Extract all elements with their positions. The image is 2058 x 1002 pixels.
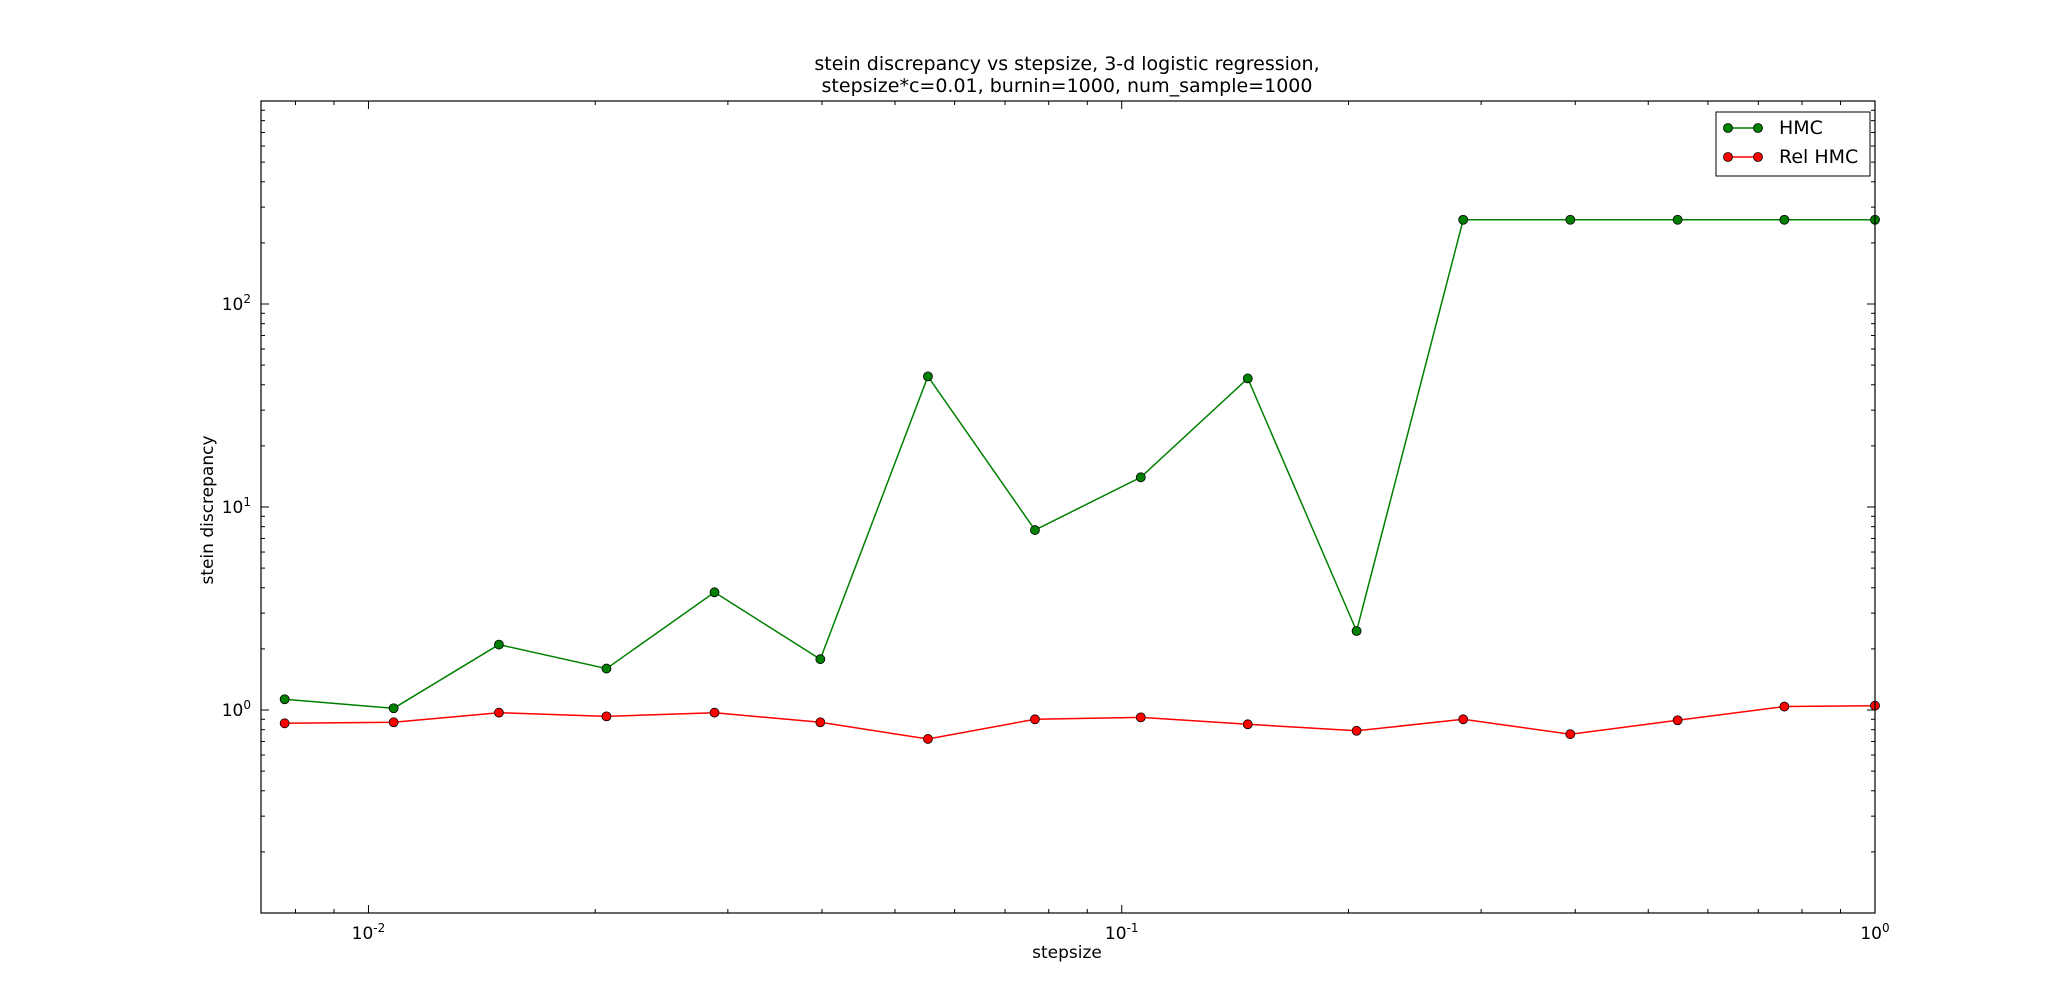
legend-marker	[1723, 152, 1733, 162]
data-point	[1779, 214, 1790, 225]
data-point	[1458, 214, 1469, 225]
data-point	[1135, 472, 1146, 483]
data-point	[279, 694, 290, 705]
data-point	[923, 734, 933, 744]
data-point	[1565, 729, 1576, 740]
legend-marker	[1753, 123, 1763, 133]
legend-box	[1715, 111, 1871, 177]
data-point	[388, 703, 399, 714]
y-tick-label: 100	[222, 698, 251, 721]
data-point	[815, 717, 826, 728]
data-point	[1351, 626, 1362, 636]
y-tick-label: 102	[222, 292, 251, 315]
x-axis-label: stepsize	[1032, 943, 1102, 963]
legend-marker	[1723, 123, 1733, 133]
data-point	[1672, 214, 1683, 225]
data-point	[1030, 714, 1040, 725]
chart-subtitle: stepsize*c=0.01, burnin=1000, num_sample…	[822, 75, 1313, 97]
data-point	[1242, 719, 1253, 730]
data-point	[1351, 725, 1362, 736]
x-tick-label: 10-1	[1105, 921, 1139, 944]
axes-frame	[260, 100, 1876, 914]
data-point	[1565, 214, 1576, 225]
data-point	[709, 587, 720, 598]
data-point	[923, 371, 933, 382]
data-point	[815, 654, 826, 665]
x-tick-label: 100	[1860, 921, 1889, 944]
legend-label: HMC	[1779, 117, 1823, 139]
data-point	[494, 707, 504, 718]
data-point	[1242, 373, 1253, 384]
data-point	[1458, 714, 1469, 725]
chart-title: stein discrepancy vs stepsize, 3-d logis…	[814, 53, 1319, 75]
legend-marker	[1753, 152, 1763, 162]
plot-area: 10-2 10-1 100 100 101 102	[222, 100, 1890, 944]
data-point	[1135, 712, 1146, 723]
data-point	[1779, 701, 1790, 712]
data-point	[388, 717, 399, 728]
x-tick-label: 10-2	[352, 921, 386, 944]
data-point	[601, 663, 612, 674]
data-point	[601, 711, 612, 722]
data-point	[279, 718, 290, 729]
legend-label: Rel HMC	[1779, 146, 1858, 168]
data-point	[1030, 525, 1040, 535]
data-point	[1672, 715, 1683, 726]
data-point	[709, 707, 720, 718]
series-line	[284, 219, 1875, 710]
y-tick-label: 101	[222, 495, 251, 518]
data-point	[494, 639, 504, 650]
series-line	[284, 704, 1876, 740]
legend: HMC Rel HMC	[1715, 111, 1871, 177]
y-axis-label: stein discrepancy	[198, 435, 218, 584]
